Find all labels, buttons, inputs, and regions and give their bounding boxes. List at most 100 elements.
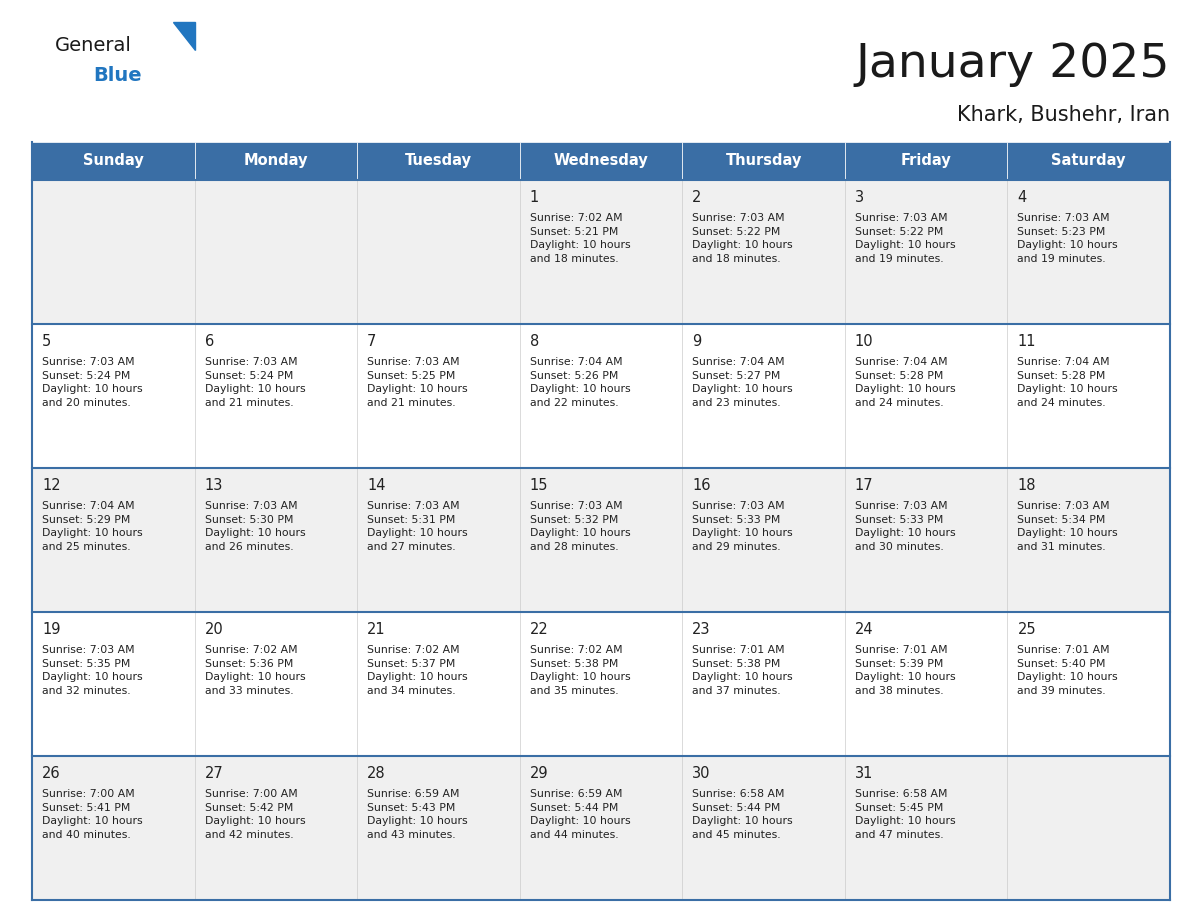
Bar [519,180,682,324]
Text: Sunrise: 7:03 AM
Sunset: 5:24 PM
Daylight: 10 hours
and 21 minutes.: Sunrise: 7:03 AM Sunset: 5:24 PM Dayligh… [204,357,305,408]
Bar [358,468,519,612]
Bar [1007,468,1170,612]
Text: 26: 26 [42,766,61,781]
Text: Sunrise: 7:04 AM
Sunset: 5:26 PM
Daylight: 10 hours
and 22 minutes.: Sunrise: 7:04 AM Sunset: 5:26 PM Dayligh… [530,357,631,408]
Text: January 2025: January 2025 [855,42,1170,87]
Text: Sunrise: 7:02 AM
Sunset: 5:21 PM
Daylight: 10 hours
and 18 minutes.: Sunrise: 7:02 AM Sunset: 5:21 PM Dayligh… [530,213,631,263]
Text: Blue: Blue [93,66,141,85]
Text: Sunrise: 7:03 AM
Sunset: 5:31 PM
Daylight: 10 hours
and 27 minutes.: Sunrise: 7:03 AM Sunset: 5:31 PM Dayligh… [367,501,468,552]
Text: Sunrise: 7:01 AM
Sunset: 5:38 PM
Daylight: 10 hours
and 37 minutes.: Sunrise: 7:01 AM Sunset: 5:38 PM Dayligh… [693,645,792,696]
Text: 14: 14 [367,478,386,493]
Bar [519,756,682,900]
Text: Sunrise: 7:03 AM
Sunset: 5:33 PM
Daylight: 10 hours
and 29 minutes.: Sunrise: 7:03 AM Sunset: 5:33 PM Dayligh… [693,501,792,552]
Text: 1: 1 [530,190,539,205]
Text: 18: 18 [1017,478,1036,493]
Bar [845,180,1007,324]
Text: Tuesday: Tuesday [405,153,472,169]
Text: 28: 28 [367,766,386,781]
Bar [1007,612,1170,756]
Bar [358,324,519,468]
Text: Sunrise: 7:03 AM
Sunset: 5:24 PM
Daylight: 10 hours
and 20 minutes.: Sunrise: 7:03 AM Sunset: 5:24 PM Dayligh… [42,357,143,408]
Text: Sunrise: 7:03 AM
Sunset: 5:34 PM
Daylight: 10 hours
and 31 minutes.: Sunrise: 7:03 AM Sunset: 5:34 PM Dayligh… [1017,501,1118,552]
Bar [32,756,195,900]
Bar [32,324,195,468]
Text: 20: 20 [204,622,223,637]
Bar [195,142,358,180]
Text: Sunday: Sunday [83,153,144,169]
Bar [358,756,519,900]
Text: 22: 22 [530,622,549,637]
Text: 29: 29 [530,766,549,781]
Bar [682,142,845,180]
Text: 15: 15 [530,478,548,493]
Text: Sunrise: 6:58 AM
Sunset: 5:45 PM
Daylight: 10 hours
and 47 minutes.: Sunrise: 6:58 AM Sunset: 5:45 PM Dayligh… [855,789,955,840]
Text: Sunrise: 7:04 AM
Sunset: 5:28 PM
Daylight: 10 hours
and 24 minutes.: Sunrise: 7:04 AM Sunset: 5:28 PM Dayligh… [1017,357,1118,408]
Text: Wednesday: Wednesday [554,153,649,169]
Bar [682,756,845,900]
Text: 23: 23 [693,622,710,637]
Text: Sunrise: 7:00 AM
Sunset: 5:41 PM
Daylight: 10 hours
and 40 minutes.: Sunrise: 7:00 AM Sunset: 5:41 PM Dayligh… [42,789,143,840]
Bar [845,468,1007,612]
Text: 2: 2 [693,190,702,205]
Text: 30: 30 [693,766,710,781]
Text: 25: 25 [1017,622,1036,637]
Bar [195,180,358,324]
Text: Khark, Bushehr, Iran: Khark, Bushehr, Iran [956,105,1170,125]
Text: Sunrise: 7:02 AM
Sunset: 5:38 PM
Daylight: 10 hours
and 35 minutes.: Sunrise: 7:02 AM Sunset: 5:38 PM Dayligh… [530,645,631,696]
Bar [1007,324,1170,468]
Bar [845,324,1007,468]
Text: Sunrise: 6:58 AM
Sunset: 5:44 PM
Daylight: 10 hours
and 45 minutes.: Sunrise: 6:58 AM Sunset: 5:44 PM Dayligh… [693,789,792,840]
Text: 12: 12 [42,478,61,493]
Bar [845,612,1007,756]
Text: 17: 17 [855,478,873,493]
Text: Sunrise: 7:04 AM
Sunset: 5:29 PM
Daylight: 10 hours
and 25 minutes.: Sunrise: 7:04 AM Sunset: 5:29 PM Dayligh… [42,501,143,552]
Text: Sunrise: 7:01 AM
Sunset: 5:40 PM
Daylight: 10 hours
and 39 minutes.: Sunrise: 7:01 AM Sunset: 5:40 PM Dayligh… [1017,645,1118,696]
Text: 8: 8 [530,334,539,349]
Text: General: General [55,36,132,55]
Bar [682,468,845,612]
Bar [195,324,358,468]
Text: 19: 19 [42,622,61,637]
Text: Sunrise: 7:04 AM
Sunset: 5:28 PM
Daylight: 10 hours
and 24 minutes.: Sunrise: 7:04 AM Sunset: 5:28 PM Dayligh… [855,357,955,408]
Text: Thursday: Thursday [726,153,802,169]
Bar [32,180,195,324]
Bar [845,756,1007,900]
Bar [195,612,358,756]
Text: 3: 3 [855,190,864,205]
Text: 24: 24 [855,622,873,637]
Text: 13: 13 [204,478,223,493]
Bar [519,142,682,180]
Text: 9: 9 [693,334,702,349]
Text: Sunrise: 7:03 AM
Sunset: 5:35 PM
Daylight: 10 hours
and 32 minutes.: Sunrise: 7:03 AM Sunset: 5:35 PM Dayligh… [42,645,143,696]
Bar [682,180,845,324]
Bar [682,612,845,756]
Text: 11: 11 [1017,334,1036,349]
Text: Sunrise: 7:03 AM
Sunset: 5:22 PM
Daylight: 10 hours
and 19 minutes.: Sunrise: 7:03 AM Sunset: 5:22 PM Dayligh… [855,213,955,263]
Text: Saturday: Saturday [1051,153,1126,169]
Bar [1007,180,1170,324]
Text: 10: 10 [855,334,873,349]
Bar [195,468,358,612]
Bar [845,142,1007,180]
Text: Sunrise: 7:03 AM
Sunset: 5:22 PM
Daylight: 10 hours
and 18 minutes.: Sunrise: 7:03 AM Sunset: 5:22 PM Dayligh… [693,213,792,263]
Bar [358,142,519,180]
Bar [32,468,195,612]
Text: 7: 7 [367,334,377,349]
Text: Sunrise: 6:59 AM
Sunset: 5:43 PM
Daylight: 10 hours
and 43 minutes.: Sunrise: 6:59 AM Sunset: 5:43 PM Dayligh… [367,789,468,840]
Bar [32,612,195,756]
Bar [358,180,519,324]
Text: Sunrise: 7:02 AM
Sunset: 5:37 PM
Daylight: 10 hours
and 34 minutes.: Sunrise: 7:02 AM Sunset: 5:37 PM Dayligh… [367,645,468,696]
Text: Sunrise: 7:03 AM
Sunset: 5:23 PM
Daylight: 10 hours
and 19 minutes.: Sunrise: 7:03 AM Sunset: 5:23 PM Dayligh… [1017,213,1118,263]
Text: Sunrise: 6:59 AM
Sunset: 5:44 PM
Daylight: 10 hours
and 44 minutes.: Sunrise: 6:59 AM Sunset: 5:44 PM Dayligh… [530,789,631,840]
Polygon shape [173,22,195,50]
Text: 31: 31 [855,766,873,781]
Text: Sunrise: 7:03 AM
Sunset: 5:32 PM
Daylight: 10 hours
and 28 minutes.: Sunrise: 7:03 AM Sunset: 5:32 PM Dayligh… [530,501,631,552]
Bar [1007,142,1170,180]
Bar [519,612,682,756]
Text: Sunrise: 7:03 AM
Sunset: 5:25 PM
Daylight: 10 hours
and 21 minutes.: Sunrise: 7:03 AM Sunset: 5:25 PM Dayligh… [367,357,468,408]
Text: Sunrise: 7:01 AM
Sunset: 5:39 PM
Daylight: 10 hours
and 38 minutes.: Sunrise: 7:01 AM Sunset: 5:39 PM Dayligh… [855,645,955,696]
Text: Sunrise: 7:03 AM
Sunset: 5:30 PM
Daylight: 10 hours
and 26 minutes.: Sunrise: 7:03 AM Sunset: 5:30 PM Dayligh… [204,501,305,552]
Bar [519,324,682,468]
Text: 27: 27 [204,766,223,781]
Text: 4: 4 [1017,190,1026,205]
